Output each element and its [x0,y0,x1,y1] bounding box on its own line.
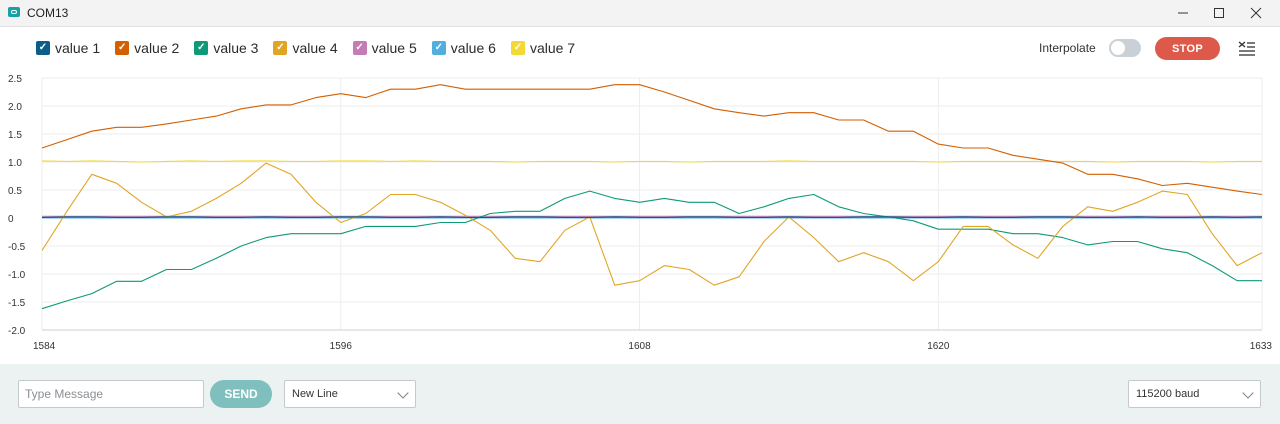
close-button[interactable] [1238,0,1274,26]
minimize-button[interactable] [1165,0,1201,26]
series-line-value-7 [41,160,1262,163]
footer-bar: SEND New Line 115200 baud [0,364,1280,424]
chevron-down-icon [1242,387,1254,399]
legend-item-value-4[interactable]: ✓ value 4 [273,40,338,56]
y-tick-label: 0 [8,214,14,225]
minimize-icon [1178,12,1188,14]
stop-button[interactable]: STOP [1155,37,1220,60]
interpolate-toggle[interactable] [1109,39,1141,57]
series-line-value-4 [41,162,1263,286]
legend-item-value-6[interactable]: ✓ value 6 [431,40,496,56]
x-tick-label: 1620 [927,341,950,352]
toggle-knob [1111,41,1125,55]
checkbox-icon[interactable]: ✓ [194,41,209,55]
x-tick-label: 1633 [1250,341,1273,352]
legend-item-value-7[interactable]: ✓ value 7 [510,40,576,56]
chevron-down-icon [397,387,409,399]
checkbox-icon[interactable]: ✓ [115,41,130,55]
y-tick-label: -1.0 [8,270,26,281]
line-ending-value: New Line [292,388,338,400]
x-tick-label: 1608 [628,341,651,352]
legend-label: value 7 [529,40,576,56]
title-bar: COM13 [0,0,1280,27]
maximize-button[interactable] [1201,0,1237,26]
serial-plot-chart: 2.5 2.0 1.5 1.0 0.5 0 -0.5 -1.0 -1.5 -2.0 1584 1596… [8,74,1273,352]
x-tick-label: 1584 [33,341,56,352]
legend-label: value 2 [134,40,180,56]
maximize-icon [1214,8,1224,18]
y-tick-label: 0.5 [8,186,22,197]
close-icon [1250,7,1262,19]
checkbox-icon[interactable]: ✓ [36,41,50,55]
legend-item-value-1[interactable]: ✓ value 1 [36,40,100,56]
message-input[interactable] [18,380,204,408]
clear-list-button[interactable] [1238,40,1256,56]
legend-item-value-3[interactable]: ✓ value 3 [194,40,258,56]
y-tick-label: 1.5 [8,130,22,141]
y-tick-label: 1.0 [8,158,22,169]
checkbox-icon[interactable]: ✓ [431,41,446,55]
legend-label: value 5 [371,40,417,56]
legend-item-value-5[interactable]: ✓ value 5 [352,40,417,56]
baud-rate-select[interactable]: 115200 baud [1128,380,1261,408]
y-tick-label: -2.0 [8,326,26,337]
checkbox-icon[interactable]: ✓ [273,41,288,55]
series-line-value-1 [41,216,1263,218]
series-line-value-3 [41,190,1262,310]
checkbox-icon[interactable]: ✓ [510,41,525,55]
series-legend: ✓ value 1 ✓ value 2 ✓ value 3 ✓ value 4 ✓ value 5… [36,38,590,58]
clear-list-icon [1238,41,1255,56]
legend-label: value 6 [450,40,496,56]
y-tick-label: -0.5 [8,242,26,253]
y-tick-label: 2.0 [8,102,22,113]
legend-label: value 4 [292,40,338,56]
baud-rate-value: 115200 baud [1136,388,1200,400]
serial-plotter-icon [8,7,20,17]
window-title: COM13 [27,6,69,20]
interpolate-label: Interpolate [1039,41,1096,55]
y-tick-label: -1.5 [8,298,26,309]
x-tick-label: 1596 [330,341,353,352]
line-ending-select[interactable]: New Line [284,380,416,408]
legend-label: value 3 [213,40,259,56]
checkbox-icon[interactable]: ✓ [352,41,367,55]
legend-label: value 1 [55,40,101,56]
legend-item-value-2[interactable]: ✓ value 2 [115,40,179,56]
y-tick-label: 2.5 [8,74,22,85]
series-line-value-2 [41,84,1263,196]
send-button[interactable]: SEND [210,380,272,408]
